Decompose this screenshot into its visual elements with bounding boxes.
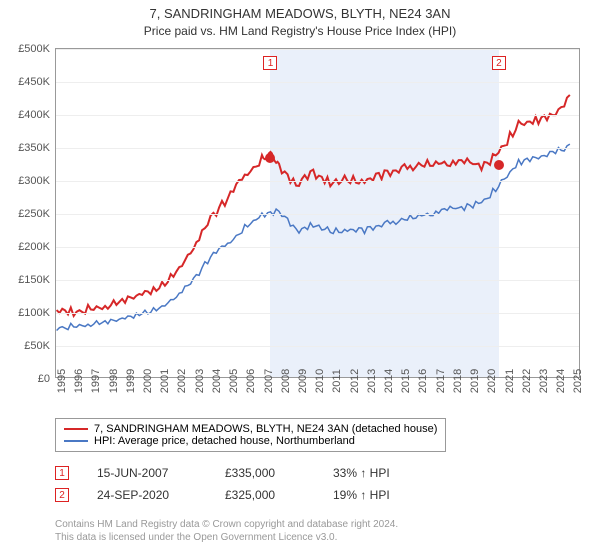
x-tick-label: 2001 xyxy=(159,369,171,393)
sale-record-marker: 1 xyxy=(55,466,69,480)
attribution-footer: Contains HM Land Registry data © Crown c… xyxy=(55,518,398,544)
sale-date: 15-JUN-2007 xyxy=(97,466,197,480)
x-tick-label: 1999 xyxy=(125,369,137,393)
sale-point-marker xyxy=(265,153,275,163)
sale-hpi-delta: 19% ↑ HPI xyxy=(333,488,390,502)
x-tick-label: 2016 xyxy=(417,369,429,393)
x-tick-label: 2010 xyxy=(314,369,326,393)
x-tick-label: 1998 xyxy=(108,369,120,393)
x-tick-label: 2003 xyxy=(194,369,206,393)
chart-title-2: Price paid vs. HM Land Registry's House … xyxy=(0,24,600,38)
x-tick-label: 2000 xyxy=(142,369,154,393)
legend: 7, SANDRINGHAM MEADOWS, BLYTH, NE24 3AN … xyxy=(55,418,446,452)
x-tick-label: 2008 xyxy=(280,369,292,393)
x-tick-label: 2011 xyxy=(331,369,343,393)
x-tick-label: 2002 xyxy=(176,369,188,393)
sale-point-label: 1 xyxy=(263,56,277,70)
sale-point-label: 2 xyxy=(492,56,506,70)
price-paid-line xyxy=(57,95,570,316)
x-tick-label: 2012 xyxy=(349,369,361,393)
legend-row: HPI: Average price, detached house, Nort… xyxy=(64,435,437,447)
x-tick-label: 1995 xyxy=(56,369,68,393)
y-tick-label: £500K xyxy=(18,43,50,55)
x-tick-label: 2024 xyxy=(555,369,567,393)
chart-title-1: 7, SANDRINGHAM MEADOWS, BLYTH, NE24 3AN xyxy=(0,6,600,21)
x-tick-label: 1996 xyxy=(73,369,85,393)
x-tick-label: 2015 xyxy=(400,369,412,393)
x-tick-label: 2006 xyxy=(245,369,257,393)
y-gridline xyxy=(56,148,579,149)
sale-hpi-delta: 33% ↑ HPI xyxy=(333,466,390,480)
x-tick-label: 2023 xyxy=(538,369,550,393)
line-layer xyxy=(56,49,579,377)
sale-record-row: 2 24-SEP-2020 £325,000 19% ↑ HPI xyxy=(55,488,390,502)
y-gridline xyxy=(56,280,579,281)
sale-price: £335,000 xyxy=(225,466,305,480)
x-tick-label: 2009 xyxy=(297,369,309,393)
legend-label: HPI: Average price, detached house, Nort… xyxy=(94,435,355,447)
y-tick-label: £450K xyxy=(18,76,50,88)
legend-swatch xyxy=(64,440,88,442)
x-tick-label: 2004 xyxy=(211,369,223,393)
x-tick-label: 2025 xyxy=(572,369,584,393)
y-tick-label: £0 xyxy=(38,373,50,385)
x-tick-label: 2018 xyxy=(452,369,464,393)
y-tick-label: £200K xyxy=(18,241,50,253)
x-tick-label: 2019 xyxy=(469,369,481,393)
x-tick-label: 1997 xyxy=(90,369,102,393)
y-tick-label: £350K xyxy=(18,142,50,154)
y-gridline xyxy=(56,346,579,347)
x-tick-label: 2007 xyxy=(263,369,275,393)
y-gridline xyxy=(56,49,579,50)
y-tick-label: £150K xyxy=(18,274,50,286)
price-chart: 7, SANDRINGHAM MEADOWS, BLYTH, NE24 3AN … xyxy=(0,0,600,560)
sale-record-row: 1 15-JUN-2007 £335,000 33% ↑ HPI xyxy=(55,466,390,480)
sale-date: 24-SEP-2020 xyxy=(97,488,197,502)
y-gridline xyxy=(56,313,579,314)
y-tick-label: £300K xyxy=(18,175,50,187)
x-tick-label: 2020 xyxy=(486,369,498,393)
x-tick-label: 2005 xyxy=(228,369,240,393)
y-gridline xyxy=(56,214,579,215)
legend-swatch xyxy=(64,428,88,430)
y-tick-label: £100K xyxy=(18,307,50,319)
x-tick-label: 2022 xyxy=(521,369,533,393)
sale-price: £325,000 xyxy=(225,488,305,502)
x-tick-label: 2021 xyxy=(504,369,516,393)
sale-record-marker: 2 xyxy=(55,488,69,502)
y-gridline xyxy=(56,82,579,83)
x-tick-label: 2014 xyxy=(383,369,395,393)
legend-row: 7, SANDRINGHAM MEADOWS, BLYTH, NE24 3AN … xyxy=(64,423,437,435)
x-tick-label: 2013 xyxy=(366,369,378,393)
plot-area: £0£50K£100K£150K£200K£250K£300K£350K£400… xyxy=(55,48,580,378)
legend-label: 7, SANDRINGHAM MEADOWS, BLYTH, NE24 3AN … xyxy=(94,423,437,435)
y-tick-label: £50K xyxy=(24,340,50,352)
footer-line-1: Contains HM Land Registry data © Crown c… xyxy=(55,518,398,531)
y-tick-label: £250K xyxy=(18,208,50,220)
y-gridline xyxy=(56,247,579,248)
x-tick-label: 2017 xyxy=(435,369,447,393)
footer-line-2: This data is licensed under the Open Gov… xyxy=(55,531,398,544)
y-gridline xyxy=(56,115,579,116)
y-tick-label: £400K xyxy=(18,109,50,121)
y-gridline xyxy=(56,181,579,182)
sale-point-marker xyxy=(494,160,504,170)
